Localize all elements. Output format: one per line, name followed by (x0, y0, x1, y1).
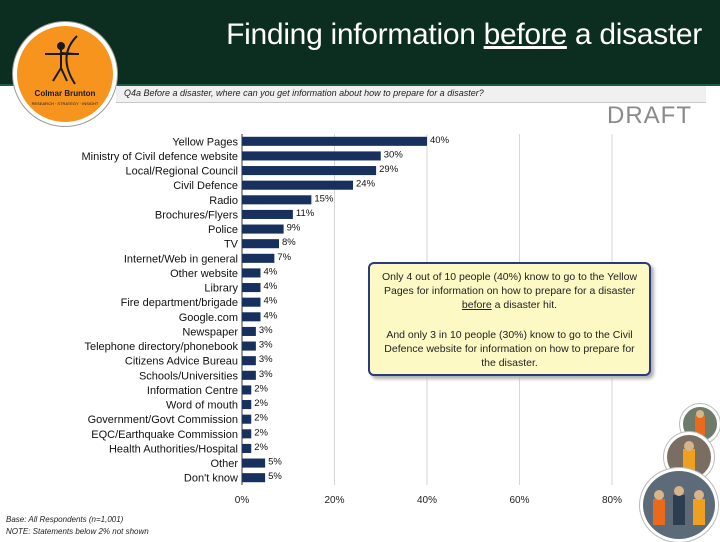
bar (242, 224, 284, 234)
data-label: 40% (430, 135, 450, 146)
x-tick-label: 0% (235, 495, 250, 506)
category-label: Google.com (179, 312, 238, 324)
bar (242, 443, 252, 453)
category-label: Ministry of Civil defence website (81, 151, 238, 163)
data-label: 9% (287, 223, 301, 234)
bar (242, 209, 293, 219)
data-label: 5% (268, 471, 282, 482)
title-underlined-word: before (483, 18, 568, 51)
category-label: Citizens Advice Bureau (125, 356, 238, 368)
bar (242, 385, 252, 395)
data-label: 8% (282, 237, 296, 248)
data-label: 30% (384, 149, 404, 160)
data-label: 4% (264, 310, 278, 321)
data-label: 2% (254, 427, 268, 438)
data-label: 2% (254, 383, 268, 394)
footnote-base: Base: All Respondents (n=1,001) (6, 515, 124, 524)
data-label: 3% (259, 354, 273, 365)
category-label: Internet/Web in general (124, 253, 238, 265)
x-tick-label: 20% (324, 495, 344, 506)
callout-paragraph-1: Only 4 out of 10 people (40%) know to go… (381, 271, 638, 311)
category-label: Telephone directory/phonebook (84, 341, 238, 353)
data-label: 4% (264, 266, 278, 277)
category-label: Civil Defence (173, 180, 238, 192)
category-label: Yellow Pages (172, 136, 238, 148)
bar (242, 283, 261, 293)
data-label: 3% (259, 340, 273, 351)
category-label: Fire department/brigade (121, 297, 238, 309)
survey-question: Q4a Before a disaster, where can you get… (124, 88, 484, 98)
bar (242, 297, 261, 307)
bar (242, 370, 256, 380)
bar (242, 458, 266, 468)
data-label: 3% (259, 325, 273, 336)
category-label: Government/Govt Commission (88, 414, 238, 426)
data-label: 7% (277, 252, 291, 263)
data-label: 15% (314, 193, 334, 204)
bar (242, 341, 256, 351)
data-label: 2% (254, 398, 268, 409)
bar (242, 429, 252, 439)
page-title: Finding information before a disaster (226, 18, 702, 51)
callout-paragraph-2: And only 3 in 10 people (30%) know to go… (384, 329, 635, 369)
footnote-note: NOTE: Statements below 2% not shown (6, 527, 149, 536)
data-label: 24% (356, 179, 376, 190)
x-tick-label: 60% (509, 495, 529, 506)
data-label: 5% (268, 457, 282, 468)
bar (242, 253, 275, 263)
category-label: Word of mouth (166, 400, 238, 412)
bar (242, 400, 252, 410)
photo-workers-group (640, 468, 718, 542)
data-label: 2% (254, 442, 268, 453)
data-label: 4% (264, 281, 278, 292)
archer-icon (45, 35, 79, 85)
category-label: Newspaper (182, 326, 238, 338)
category-label: EQC/Earthquake Commission (91, 429, 238, 441)
category-label: Radio (209, 195, 238, 207)
category-label: Other (210, 458, 238, 470)
data-label: 11% (296, 208, 315, 219)
company-logo: Colmar Brunton RESEARCH · STRATEGY · INS… (13, 22, 117, 126)
workers-group-photo-icon (653, 486, 705, 525)
logo-tagline: RESEARCH · STRATEGY · INSIGHT (31, 101, 99, 106)
bar (242, 268, 261, 278)
callout-box: Only 4 out of 10 people (40%) know to go… (368, 262, 651, 376)
bar (242, 414, 252, 424)
bar (242, 136, 427, 146)
category-label: Local/Regional Council (125, 166, 238, 178)
x-tick-label: 80% (602, 495, 622, 506)
draft-watermark: DRAFT (607, 102, 692, 129)
category-label: Health Authorities/Hospital (109, 443, 238, 455)
bar (242, 473, 266, 483)
title-bar-divider (0, 84, 720, 86)
category-label: TV (224, 239, 239, 251)
bar (242, 312, 261, 322)
worker-photo-1-icon (695, 410, 705, 435)
callout-underlined-word: before (461, 299, 492, 311)
category-label: Schools/Universities (139, 370, 239, 382)
category-label: Other website (170, 268, 238, 280)
question-band (116, 86, 706, 103)
bar (242, 356, 256, 366)
category-label: Police (208, 224, 238, 236)
data-label: 2% (254, 413, 268, 424)
data-label: 3% (259, 369, 273, 380)
data-label: 29% (379, 164, 399, 175)
category-label: Don't know (184, 473, 238, 485)
category-label: Library (204, 283, 238, 295)
bar (242, 166, 377, 176)
title-bar (0, 0, 720, 84)
category-label: Information Centre (147, 385, 238, 397)
logo-name: Colmar Brunton (34, 89, 96, 98)
bar (242, 151, 381, 161)
bar (242, 239, 279, 249)
x-tick-label: 40% (417, 495, 437, 506)
category-label: Brochures/Flyers (155, 209, 239, 221)
bar (242, 326, 256, 336)
bar (242, 180, 353, 190)
bar (242, 195, 312, 205)
data-label: 4% (264, 296, 278, 307)
worker-photo-2-icon (683, 441, 695, 473)
